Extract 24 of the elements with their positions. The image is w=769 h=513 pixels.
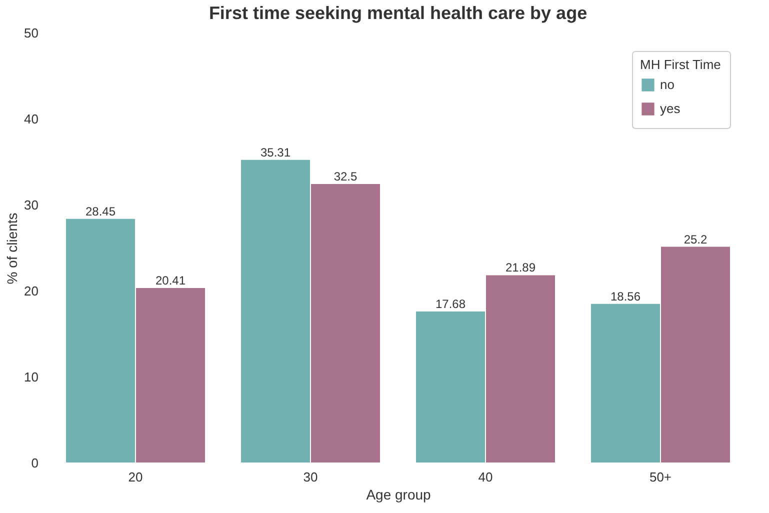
y-axis-title: % of clients xyxy=(4,212,20,284)
data-label: 21.89 xyxy=(505,260,536,275)
y-tick-label: 10 xyxy=(24,370,38,384)
chart-title: First time seeking mental health care by age xyxy=(208,3,588,23)
data-label: 35.31 xyxy=(260,145,291,160)
data-label: 25.2 xyxy=(684,232,708,246)
data-label: 20.41 xyxy=(155,273,186,288)
y-tick-label: 0 xyxy=(31,456,38,470)
x-tick-label: 40 xyxy=(478,470,493,484)
x-axis-title: Age group xyxy=(366,486,432,502)
legend-label: no xyxy=(660,77,674,92)
data-label: 32.5 xyxy=(334,170,358,184)
data-label: 18.56 xyxy=(610,289,641,304)
x-tick-label: 30 xyxy=(303,470,318,484)
legend-title: MH First Time xyxy=(640,57,721,72)
y-tick-label: 20 xyxy=(24,284,38,298)
x-tick-label: 20 xyxy=(128,470,143,484)
y-tick-label: 50 xyxy=(24,26,38,40)
data-label: 17.68 xyxy=(435,296,466,311)
y-tick-label: 30 xyxy=(24,198,38,212)
y-tick-label: 40 xyxy=(24,112,38,126)
data-label: 28.45 xyxy=(85,204,116,218)
x-tick-label: 50+ xyxy=(649,470,672,484)
legend-label: yes xyxy=(660,101,681,116)
